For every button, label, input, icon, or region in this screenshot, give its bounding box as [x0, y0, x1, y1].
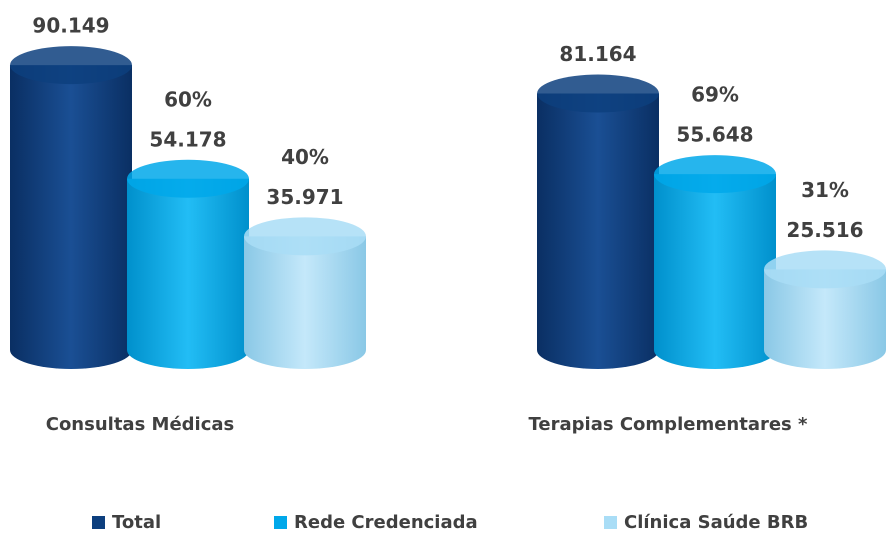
- cylinder-body: [764, 269, 886, 369]
- cylinder-body: [10, 65, 132, 369]
- cylinder-top: [654, 155, 776, 194]
- cylinder-top: [764, 250, 886, 289]
- cylinder-body: [654, 174, 776, 369]
- value-label: 81.164: [559, 42, 636, 66]
- percent-label: 40%: [281, 145, 329, 169]
- cylinder-top: [244, 217, 366, 256]
- cylinder-body: [127, 178, 249, 369]
- legend-swatch: [274, 516, 287, 529]
- value-label: 35.971: [266, 185, 343, 209]
- legend-swatch: [604, 516, 617, 529]
- value-label: 54.178: [149, 127, 226, 151]
- percent-label: 31%: [801, 178, 849, 202]
- legend-swatch: [92, 516, 105, 529]
- legend-label: Rede Credenciada: [294, 512, 478, 533]
- cylinder-top: [537, 74, 659, 113]
- legend-label: Total: [112, 512, 161, 533]
- category-label: Terapias Complementares *: [529, 414, 808, 435]
- percent-label: 69%: [691, 83, 739, 107]
- cylinder-top: [127, 159, 249, 198]
- value-label: 55.648: [676, 123, 753, 147]
- value-label: 90.149: [32, 14, 109, 38]
- value-label: 25.516: [786, 218, 863, 242]
- category-label: Consultas Médicas: [46, 414, 235, 435]
- cylinder-top: [10, 46, 132, 85]
- legend-label: Clínica Saúde BRB: [624, 512, 808, 533]
- cylinder-body: [244, 236, 366, 369]
- cylinder-body: [537, 93, 659, 369]
- percent-label: 60%: [164, 87, 212, 111]
